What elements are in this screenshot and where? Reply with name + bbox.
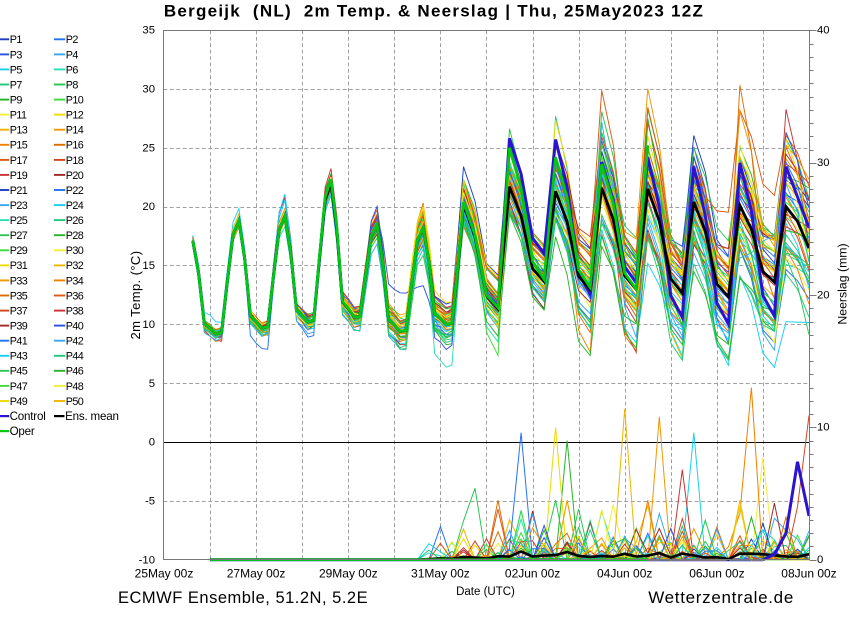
svg-text:P45: P45 — [10, 366, 28, 378]
svg-text:P32: P32 — [66, 260, 84, 272]
svg-text:P49: P49 — [10, 396, 28, 408]
svg-text:-10: -10 — [139, 554, 155, 566]
svg-text:Bergeijk (NL) 2m Temp. & Nee: Bergeijk (NL) 2m Temp. & Neerslag | Thu,… — [164, 2, 704, 21]
svg-text:P18: P18 — [66, 155, 84, 167]
svg-text:P1: P1 — [10, 34, 23, 46]
svg-text:P21: P21 — [10, 185, 28, 197]
svg-text:35: 35 — [142, 25, 155, 37]
svg-text:P29: P29 — [10, 245, 28, 257]
svg-text:5: 5 — [149, 378, 155, 390]
svg-text:20: 20 — [817, 289, 830, 301]
svg-text:P11: P11 — [10, 110, 27, 122]
svg-text:P30: P30 — [66, 245, 84, 257]
svg-text:P34: P34 — [66, 275, 84, 287]
svg-text:02Jun 00z: 02Jun 00z — [505, 566, 560, 580]
svg-text:P48: P48 — [66, 381, 84, 393]
svg-text:P25: P25 — [10, 215, 28, 227]
svg-text:Control: Control — [10, 410, 46, 423]
svg-text:Ens. mean: Ens. mean — [65, 410, 119, 423]
svg-text:P33: P33 — [10, 275, 28, 287]
svg-text:40: 40 — [817, 25, 830, 37]
svg-text:P9: P9 — [10, 95, 23, 107]
svg-text:30: 30 — [817, 157, 830, 169]
svg-text:P15: P15 — [10, 140, 28, 152]
svg-text:0: 0 — [817, 554, 823, 566]
svg-text:P27: P27 — [10, 230, 28, 242]
svg-text:P14: P14 — [66, 125, 84, 137]
svg-text:P17: P17 — [10, 155, 28, 167]
svg-text:P31: P31 — [10, 260, 28, 272]
svg-text:P46: P46 — [66, 366, 84, 378]
svg-text:P35: P35 — [10, 290, 28, 302]
svg-text:P3: P3 — [10, 49, 23, 61]
svg-text:20: 20 — [142, 201, 155, 213]
svg-text:29May 00z: 29May 00z — [319, 566, 378, 580]
svg-text:25: 25 — [142, 142, 155, 154]
svg-text:Wetterzentrale.de: Wetterzentrale.de — [648, 588, 794, 607]
svg-text:P23: P23 — [10, 200, 28, 212]
svg-text:2m Temp. (°C): 2m Temp. (°C) — [128, 251, 143, 340]
svg-text:P12: P12 — [66, 110, 84, 122]
svg-text:P40: P40 — [66, 321, 84, 333]
svg-text:P16: P16 — [66, 140, 84, 152]
svg-text:P8: P8 — [66, 79, 79, 91]
svg-text:08Jun 00z: 08Jun 00z — [781, 566, 836, 580]
svg-text:Oper: Oper — [10, 425, 35, 438]
svg-text:P24: P24 — [66, 200, 84, 212]
svg-text:-5: -5 — [145, 496, 155, 508]
svg-text:06Jun 00z: 06Jun 00z — [689, 566, 744, 580]
svg-text:0: 0 — [149, 437, 155, 449]
svg-text:P47: P47 — [10, 381, 28, 393]
svg-text:P7: P7 — [10, 79, 23, 91]
svg-text:Neerslag (mm): Neerslag (mm) — [836, 243, 850, 324]
svg-text:P42: P42 — [66, 336, 84, 348]
svg-text:P28: P28 — [66, 230, 84, 242]
svg-text:30: 30 — [142, 84, 155, 96]
svg-text:P36: P36 — [66, 290, 84, 302]
svg-text:P6: P6 — [66, 64, 79, 76]
svg-text:P5: P5 — [10, 64, 23, 76]
svg-text:ECMWF Ensemble, 51.2N, 5.2E: ECMWF Ensemble, 51.2N, 5.2E — [118, 589, 368, 607]
svg-text:P2: P2 — [66, 34, 79, 46]
svg-text:P38: P38 — [66, 306, 84, 318]
svg-text:P22: P22 — [66, 185, 84, 197]
svg-text:P39: P39 — [10, 321, 28, 333]
svg-text:27May 00z: 27May 00z — [227, 566, 286, 580]
svg-text:P13: P13 — [10, 125, 28, 137]
svg-text:10: 10 — [817, 422, 830, 434]
svg-text:04Jun 00z: 04Jun 00z — [597, 566, 652, 580]
svg-text:31May 00z: 31May 00z — [411, 566, 470, 580]
svg-text:P43: P43 — [10, 351, 28, 363]
svg-text:P44: P44 — [66, 351, 84, 363]
svg-text:P10: P10 — [66, 95, 84, 107]
svg-text:P20: P20 — [66, 170, 84, 182]
svg-text:10: 10 — [142, 319, 155, 331]
svg-text:15: 15 — [142, 260, 155, 272]
svg-text:P41: P41 — [10, 336, 28, 348]
svg-text:P4: P4 — [66, 49, 79, 61]
svg-text:25May 00z: 25May 00z — [135, 566, 194, 580]
svg-text:P50: P50 — [66, 396, 84, 408]
svg-text:P26: P26 — [66, 215, 84, 227]
svg-text:Date (UTC): Date (UTC) — [456, 586, 515, 598]
svg-text:P19: P19 — [10, 170, 28, 182]
svg-text:P37: P37 — [10, 306, 28, 318]
